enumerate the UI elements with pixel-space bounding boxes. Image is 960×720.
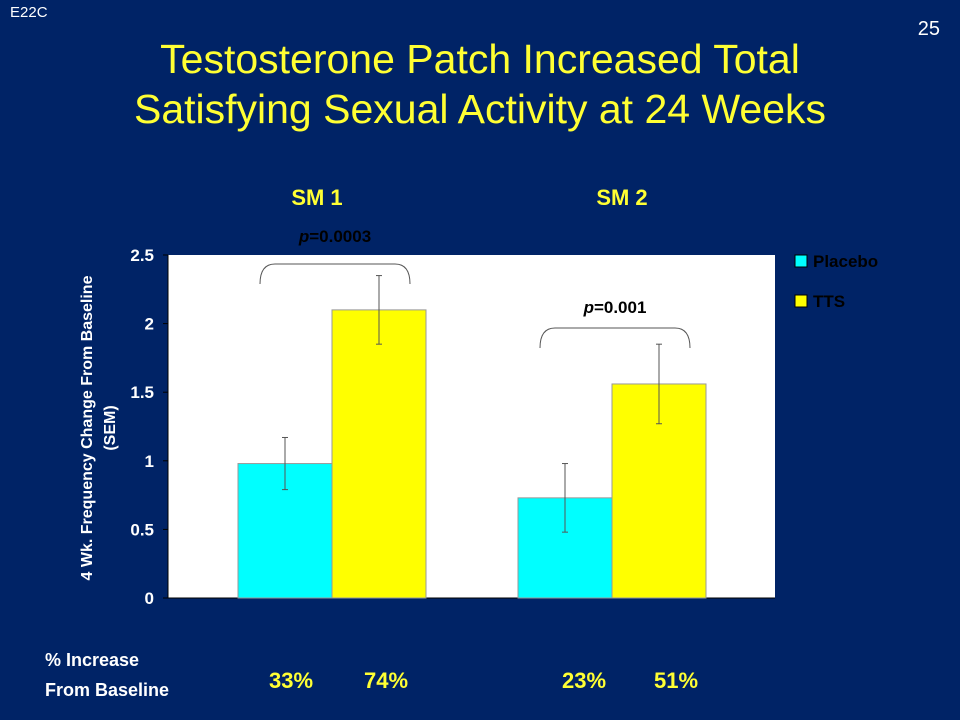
y-tick-label: 2.5 — [130, 246, 154, 265]
percent-increase-label: 51% — [654, 668, 698, 693]
legend-label: TTS — [813, 292, 845, 311]
y-tick-label: 0 — [145, 589, 154, 608]
significance-bracket — [539, 327, 691, 349]
significance-bracket — [259, 263, 411, 285]
footer-label-line-2: From Baseline — [45, 680, 169, 700]
title-line-2: Satisfying Sexual Activity at 24 Weeks — [133, 86, 826, 132]
percent-increase-label: 33% — [269, 668, 313, 693]
slide-code: E22C — [10, 4, 48, 21]
percent-increase-label: 23% — [562, 668, 606, 693]
slide-title: Testosterone Patch Increased Total Satis… — [0, 34, 960, 134]
slide-number: 25 — [917, 18, 940, 40]
y-tick-label: 2 — [145, 315, 154, 334]
y-tick-label: 1.5 — [130, 383, 154, 402]
percent-increase-label: 74% — [364, 668, 408, 693]
legend-label: Placebo — [813, 252, 878, 271]
legend-swatch — [794, 254, 808, 268]
y-tick-label: 0.5 — [130, 520, 154, 539]
y-axis-label-line-2: (SEM) — [102, 405, 119, 450]
bar — [331, 309, 427, 599]
category-label: SM 2 — [596, 185, 647, 210]
y-tick-label: 1 — [145, 452, 154, 471]
category-label: SM 1 — [291, 185, 342, 210]
p-value-annotation: p=0.0003 — [298, 227, 371, 246]
p-value-annotation: p=0.001 — [583, 298, 647, 317]
footer-label-line-1: % Increase — [45, 650, 139, 670]
title-line-1: Testosterone Patch Increased Total — [160, 36, 800, 82]
legend-swatch — [794, 294, 808, 308]
y-axis-label-line-1: 4 Wk. Frequency Change From Baseline — [79, 275, 96, 580]
